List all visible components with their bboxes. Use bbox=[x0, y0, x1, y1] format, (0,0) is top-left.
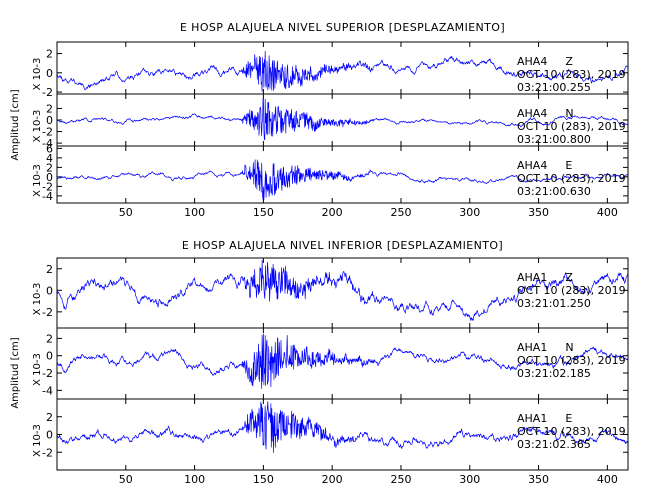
trace-date: OCT 10 (283), 2019 bbox=[517, 120, 626, 133]
trace-start-time: 03:21:02.185 bbox=[517, 367, 591, 380]
lower-level-panel: E HOSP ALAJUELA NIVEL INFERIOR [DESPLAZA… bbox=[10, 239, 629, 486]
component-code: N bbox=[565, 107, 573, 120]
station-component-label: AHA1 E bbox=[517, 412, 572, 425]
seismic-trace-line bbox=[56, 50, 629, 92]
y-tick-label: 2 bbox=[46, 411, 53, 424]
y-tick-label: 2 bbox=[46, 332, 53, 345]
trace-date: OCT 10 (283), 2019 bbox=[517, 425, 626, 438]
y-tick-label: -4 bbox=[42, 137, 53, 150]
component-code: E bbox=[565, 159, 572, 172]
trace-start-time: 03:21:00.255 bbox=[517, 81, 591, 94]
x-tick-label: 200 bbox=[322, 206, 343, 219]
y-tick-label: 2 bbox=[46, 48, 53, 61]
scale-factor-label: X 10-3 bbox=[32, 424, 43, 457]
x-tick-label: 50 bbox=[119, 206, 133, 219]
y-tick-label: -2 bbox=[42, 367, 53, 380]
x-tick-label: 50 bbox=[119, 473, 133, 486]
y-tick-label: -2 bbox=[42, 180, 53, 193]
scale-factor-label: X 10-3 bbox=[32, 110, 43, 143]
y-tick-label: 2 bbox=[46, 263, 53, 276]
y-tick-label: -2 bbox=[42, 306, 53, 319]
seismic-trace-line bbox=[56, 333, 629, 389]
x-tick-label: 100 bbox=[184, 206, 205, 219]
trace-date: OCT 10 (283), 2019 bbox=[517, 68, 626, 81]
scale-factor-label: X 10-3 bbox=[32, 353, 43, 386]
x-tick-label: 150 bbox=[253, 473, 274, 486]
seismic-trace-line bbox=[56, 401, 629, 453]
trace-start-time: 03:21:02.365 bbox=[517, 438, 591, 451]
upper-level-panel: E HOSP ALAJUELA NIVEL SUPERIOR [DESPLAZA… bbox=[10, 21, 629, 219]
station-code: AHA4 bbox=[517, 159, 547, 172]
y-tick-label: 2 bbox=[46, 102, 53, 115]
y-axis-label: Amplitud [cm] bbox=[10, 89, 21, 160]
station-component-label: AHA4 N bbox=[517, 107, 574, 120]
x-tick-label: 250 bbox=[390, 206, 411, 219]
component-code: E bbox=[565, 412, 572, 425]
trace-start-time: 03:21:00.630 bbox=[517, 185, 591, 198]
x-tick-label: 400 bbox=[597, 206, 618, 219]
component-code: Z bbox=[565, 271, 573, 284]
chart-title: E HOSP ALAJUELA NIVEL SUPERIOR [DESPLAZA… bbox=[180, 21, 505, 34]
station-code: AHA1 bbox=[517, 271, 547, 284]
station-component-label: AHA1 N bbox=[517, 341, 574, 354]
trace-date: OCT 10 (283), 2019 bbox=[517, 354, 626, 367]
trace-date: OCT 10 (283), 2019 bbox=[517, 172, 626, 185]
scale-factor-label: X 10-3 bbox=[32, 164, 43, 197]
y-tick-label: 6 bbox=[46, 142, 53, 155]
trace-start-time: 03:21:00.800 bbox=[517, 133, 591, 146]
y-tick-label: -4 bbox=[42, 384, 53, 397]
x-tick-label: 350 bbox=[528, 206, 549, 219]
scale-factor-label: X 10-3 bbox=[32, 58, 43, 91]
component-code: N bbox=[565, 341, 573, 354]
y-tick-label: 4 bbox=[46, 152, 53, 165]
y-tick-label: 0 bbox=[46, 429, 53, 442]
x-tick-label: 300 bbox=[459, 473, 480, 486]
chart-title: E HOSP ALAJUELA NIVEL INFERIOR [DESPLAZA… bbox=[182, 239, 503, 252]
y-tick-label: 0 bbox=[46, 67, 53, 80]
station-code: AHA4 bbox=[517, 107, 547, 120]
trace-date: OCT 10 (283), 2019 bbox=[517, 284, 626, 297]
y-tick-label: 0 bbox=[46, 284, 53, 297]
y-tick-label: 2 bbox=[46, 161, 53, 174]
y-tick-label: -2 bbox=[42, 446, 53, 459]
scale-factor-label: X 10-3 bbox=[32, 283, 43, 316]
y-tick-label: -4 bbox=[42, 190, 53, 203]
seismic-trace-line bbox=[56, 259, 629, 321]
x-tick-label: 150 bbox=[253, 206, 274, 219]
x-tick-label: 400 bbox=[597, 473, 618, 486]
x-tick-label: 350 bbox=[528, 473, 549, 486]
x-tick-label: 300 bbox=[459, 206, 480, 219]
component-code: Z bbox=[565, 55, 573, 68]
station-code: AHA1 bbox=[517, 412, 547, 425]
y-tick-label: 0 bbox=[46, 171, 53, 184]
y-axis-label: Amplitud [cm] bbox=[10, 337, 21, 408]
x-tick-label: 100 bbox=[184, 473, 205, 486]
station-code: AHA1 bbox=[517, 341, 547, 354]
trace-start-time: 03:21:01.250 bbox=[517, 297, 591, 310]
station-component-label: AHA4 E bbox=[517, 159, 572, 172]
y-tick-label: -2 bbox=[42, 126, 53, 139]
station-code: AHA4 bbox=[517, 55, 547, 68]
y-tick-label: -2 bbox=[42, 86, 53, 99]
x-tick-label: 200 bbox=[322, 473, 343, 486]
seismic-trace-line bbox=[56, 97, 629, 141]
seismic-trace-line bbox=[56, 159, 629, 201]
station-component-label: AHA4 Z bbox=[517, 55, 573, 68]
x-tick-label: 250 bbox=[390, 473, 411, 486]
station-component-label: AHA1 Z bbox=[517, 271, 573, 284]
y-tick-label: 0 bbox=[46, 114, 53, 127]
y-tick-label: 0 bbox=[46, 350, 53, 363]
